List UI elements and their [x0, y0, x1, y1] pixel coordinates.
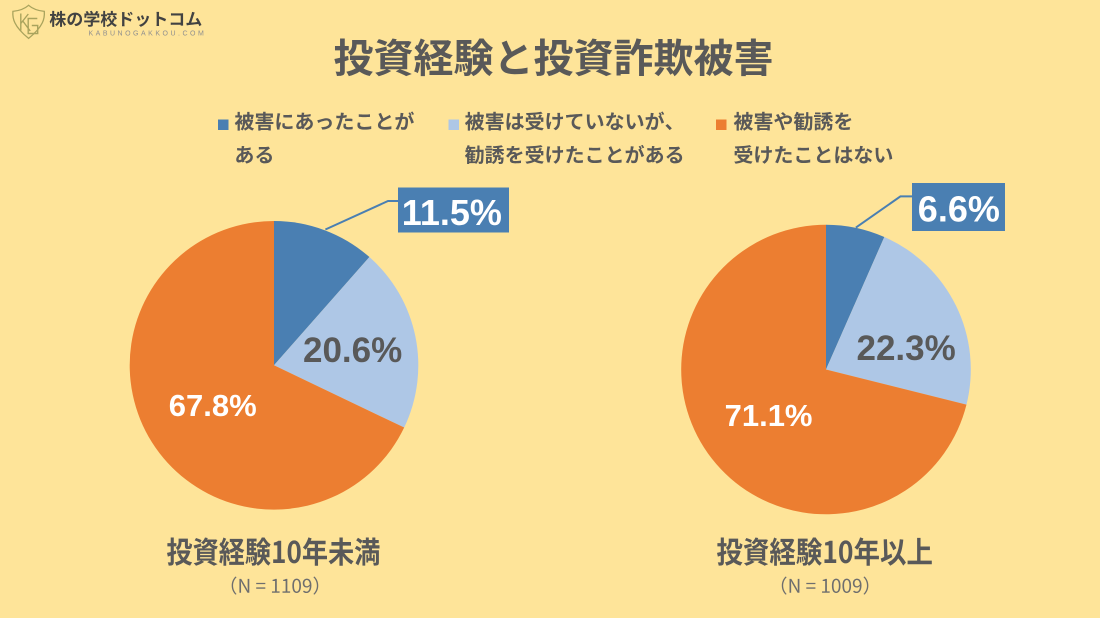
svg-text:KABUNOGAKKOU.COM: KABUNOGAKKOU.COM: [89, 30, 207, 37]
svg-text:11.5%: 11.5%: [402, 192, 502, 233]
svg-text:71.1%: 71.1%: [725, 398, 813, 433]
svg-text:20.6%: 20.6%: [303, 331, 402, 370]
svg-text:22.3%: 22.3%: [857, 329, 956, 368]
svg-text:6.6%: 6.6%: [918, 189, 1000, 230]
svg-text:67.8%: 67.8%: [169, 388, 257, 423]
